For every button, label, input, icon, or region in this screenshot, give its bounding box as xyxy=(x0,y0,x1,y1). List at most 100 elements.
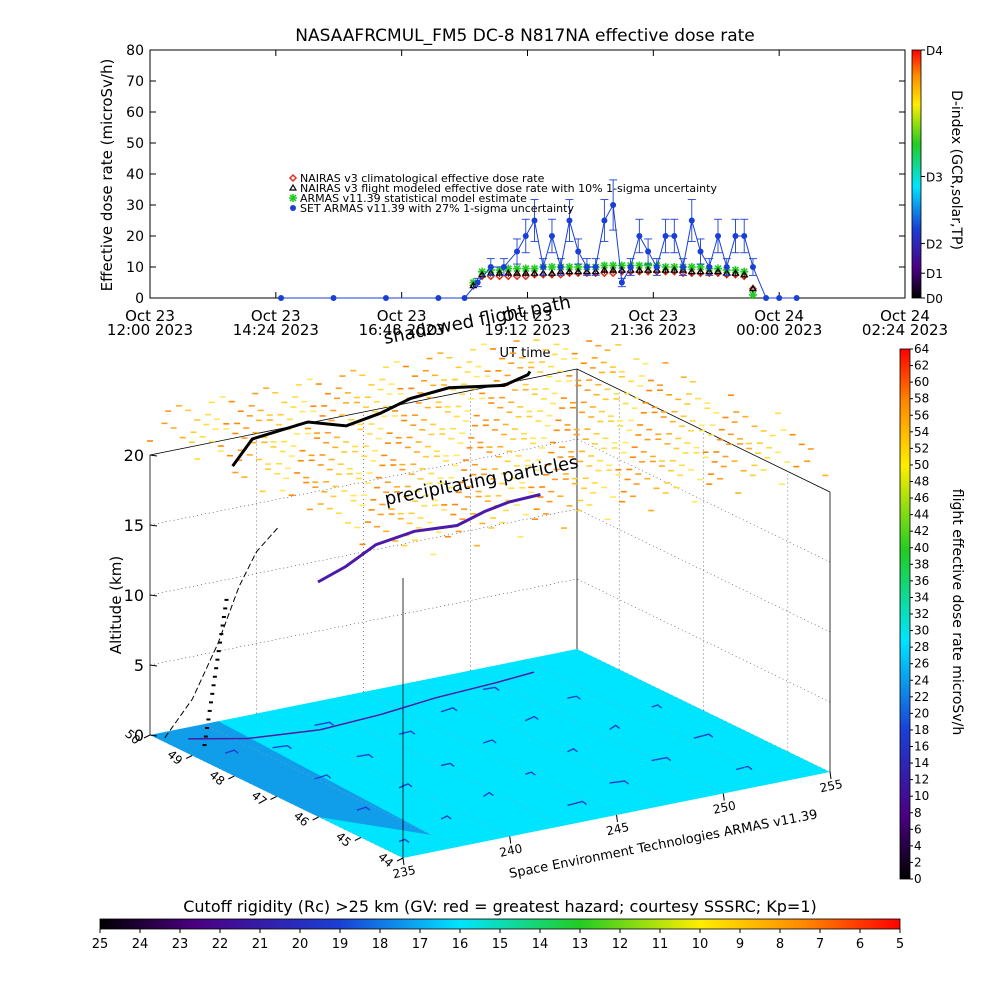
x-tick-label: 21:36 2023 xyxy=(610,321,696,339)
d-index-tick-label: D1 xyxy=(926,267,943,281)
dose-rate-tick-label: 46 xyxy=(914,491,929,505)
terrain-feature xyxy=(482,791,494,798)
cutoff-colorbar-ticks: 25 24 23 22 21 20 19 18 17 16 15 14 13 12 11 10 9 8 7 6 5 xyxy=(92,929,904,952)
dose-rate-tick-label: 10 xyxy=(914,789,929,803)
altitude-tick xyxy=(149,524,158,527)
set-armas-point xyxy=(653,264,660,270)
descent-marker xyxy=(218,641,223,644)
set-armas-point xyxy=(706,264,713,270)
longitude-tick xyxy=(722,793,725,801)
legend-label: NAIRAS v3 flight modeled effective dose … xyxy=(300,182,717,195)
set-armas-point xyxy=(749,264,756,270)
cutoff-bar-title: Cutoff rigidity (Rc) >25 km (GV: red = g… xyxy=(183,897,817,916)
descent-marker xyxy=(221,615,226,618)
cutoff-tick-label: 24 xyxy=(132,937,149,952)
cutoff-tick-label: 6 xyxy=(856,937,864,952)
cutoff-tick-label: 9 xyxy=(736,937,744,952)
altitude-axis-label: Altitude (km) xyxy=(107,556,125,654)
y-tick-label: 60 xyxy=(126,105,144,121)
dose-rate-tick-label: 64 xyxy=(914,342,929,356)
longitude-tick-label: 235 xyxy=(392,863,417,881)
descent-marker xyxy=(206,718,211,721)
set-armas-point xyxy=(793,295,800,301)
descent-marker xyxy=(212,675,217,678)
longitude-tick-label: 240 xyxy=(498,841,523,859)
armas-model-point xyxy=(644,261,653,270)
longitude-tick xyxy=(829,771,832,780)
dose-rate-tick-label: 30 xyxy=(914,624,929,638)
cutoff-tick-label: 7 xyxy=(816,937,824,952)
terrain-feature xyxy=(224,749,239,754)
set-armas-point xyxy=(330,295,337,301)
dose-rate-tick-label: 28 xyxy=(914,640,929,654)
altitude-tick-label: 5 xyxy=(134,656,144,675)
longitude-tick xyxy=(509,836,512,844)
terrain-feature xyxy=(735,765,753,771)
ground-grid-line xyxy=(416,681,670,805)
armas-model-point xyxy=(687,263,696,271)
terrain-feature xyxy=(567,747,578,753)
latitude-tick xyxy=(270,796,277,800)
altitude-tick xyxy=(149,734,158,737)
dose-rate-tick-label: 44 xyxy=(914,508,929,522)
set-armas-point xyxy=(461,295,468,301)
dose-rate-tick-label: 0 xyxy=(914,872,922,886)
dose-rate-tick-label: 40 xyxy=(914,541,929,555)
armas-model-point xyxy=(504,264,513,273)
ground-grid-line xyxy=(310,702,564,826)
terrain-feature xyxy=(440,762,455,767)
descent-marker xyxy=(207,709,212,712)
cutoff-tick-label: 18 xyxy=(372,937,389,952)
ground-grid-line xyxy=(203,724,457,848)
dose-rate-tick-label: 12 xyxy=(914,773,929,787)
dose-rate-tick-label: 48 xyxy=(914,475,929,489)
dose-rate-tick-label: 52 xyxy=(914,441,929,455)
armas-model-point xyxy=(617,261,626,270)
cutoff-tick-label: 23 xyxy=(172,937,189,952)
latitude-tick xyxy=(312,816,319,821)
armas-model-point xyxy=(635,261,644,270)
x-tick-label: Oct 24 xyxy=(754,307,804,325)
armas-model-point xyxy=(748,290,757,299)
set-armas-point xyxy=(548,233,555,239)
y-tick-label: 80 xyxy=(126,43,144,59)
x-tick-label: 16:48 2023 xyxy=(359,321,445,339)
terrain-feature xyxy=(651,704,663,709)
dose-rate-tick-label: 50 xyxy=(914,458,929,472)
latitude-tick xyxy=(228,775,235,780)
descent-marker xyxy=(210,692,215,695)
set-armas-point xyxy=(278,295,285,301)
shadowed-flight-path xyxy=(231,370,532,467)
longitude-ticks: 235 240 245 250 255 xyxy=(392,771,844,881)
set-armas-point xyxy=(540,264,547,270)
dose-rate-tick-label: 16 xyxy=(914,740,929,754)
set-armas-point xyxy=(514,248,521,255)
ground-track xyxy=(188,671,535,740)
terrain-feature xyxy=(693,733,714,739)
descent-marker xyxy=(202,744,207,747)
set-armas-point xyxy=(636,233,643,239)
set-armas-point xyxy=(610,202,617,208)
x-tick-label: Oct 23 xyxy=(377,307,427,325)
altitude-tick xyxy=(149,454,158,457)
precipitating-particles-field xyxy=(147,339,829,556)
legend-label: ARMAS v11.39 statistical model estimate xyxy=(300,192,527,205)
dose-rate-tick-label: 42 xyxy=(914,524,929,538)
y-tick-label: 50 xyxy=(126,136,144,152)
set-armas-point xyxy=(645,248,652,255)
longitude-tick-label: 250 xyxy=(712,798,737,816)
set-armas-point xyxy=(522,233,529,239)
x-tick-label: Oct 24 xyxy=(880,307,930,325)
x-tick-label: Oct 23 xyxy=(503,307,553,325)
d-index-tick-label: D3 xyxy=(926,170,943,184)
cutoff-colorbar xyxy=(99,918,901,930)
altitude-tick xyxy=(149,594,158,597)
terrain-feature xyxy=(482,739,497,744)
cutoff-tick-label: 20 xyxy=(292,937,309,952)
set-armas-point xyxy=(697,248,704,255)
set-armas-point xyxy=(688,217,695,224)
cutoff-tick-label: 22 xyxy=(212,937,229,952)
top-y-axis: 0 10 20 30 40 50 60 70 80 xyxy=(126,43,905,307)
dose-rate-tick-label: 56 xyxy=(914,408,929,422)
cutoff-tick-label: 12 xyxy=(612,937,629,952)
